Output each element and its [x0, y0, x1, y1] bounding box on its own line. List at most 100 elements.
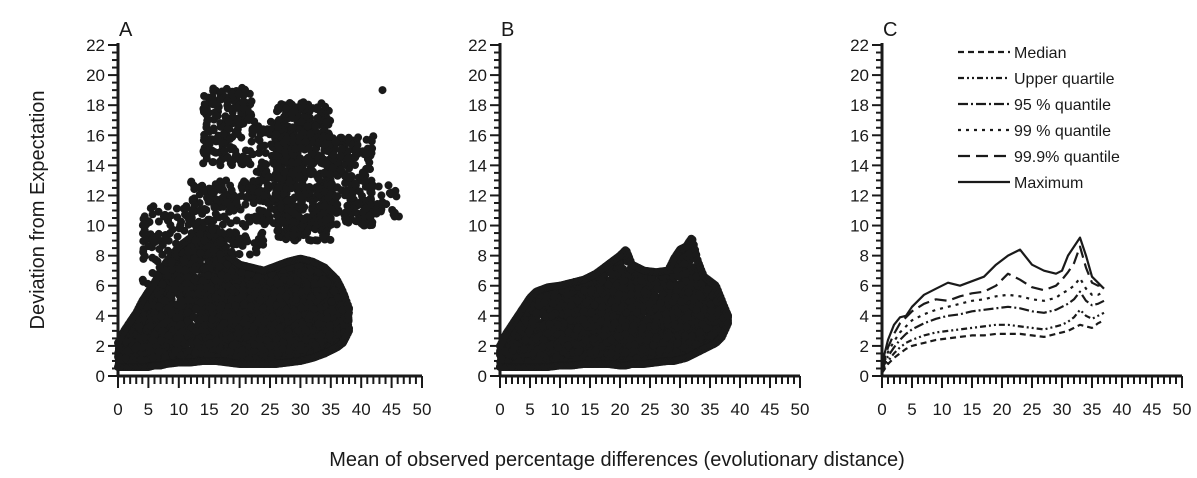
scatter-point	[224, 117, 233, 126]
scatter-point	[258, 326, 267, 335]
scatter-point	[282, 306, 291, 315]
scatter-point	[226, 135, 234, 143]
scatter-point	[325, 330, 334, 339]
scatter-point	[226, 229, 235, 238]
scatter-point	[257, 232, 266, 241]
scatter-point	[247, 97, 256, 106]
scatter-point	[164, 331, 173, 340]
y-axis-label: Deviation from Expectation	[27, 90, 49, 329]
scatter-point	[204, 197, 213, 206]
scatter-point	[242, 193, 251, 202]
scatter-point	[256, 342, 265, 351]
scatter-point	[211, 293, 220, 302]
scatter-point	[266, 277, 275, 286]
scatter-point	[157, 312, 166, 321]
scatter-point	[203, 271, 212, 280]
scatter-point	[158, 327, 167, 335]
scatter-point	[229, 206, 238, 215]
scatter-point	[226, 219, 235, 228]
scatter-point	[316, 331, 325, 340]
scatter-point	[273, 349, 282, 358]
scatter-point	[258, 304, 267, 313]
scatter-point	[226, 143, 235, 151]
scatter-point	[148, 336, 157, 345]
scatter-point	[209, 84, 218, 93]
scatter-point	[134, 322, 143, 331]
scatter-point	[209, 246, 218, 254]
scatter-point	[243, 237, 252, 246]
scatter-point	[200, 100, 209, 109]
scatter-point	[268, 312, 277, 321]
scatter-point	[184, 295, 193, 304]
scatter-point	[293, 276, 302, 285]
scatter-point	[228, 286, 237, 294]
scatter-points	[114, 83, 403, 371]
scatter-point	[286, 277, 295, 286]
scatter-point	[238, 350, 246, 359]
scatter-point	[199, 159, 208, 168]
scatter-point	[216, 304, 225, 313]
scatter-point	[320, 286, 329, 295]
scatter-point	[223, 272, 232, 281]
scatter-point	[205, 127, 214, 136]
scatter-point	[219, 319, 228, 328]
scatter-point	[234, 89, 243, 98]
scatter-point	[207, 285, 216, 294]
scatter-point	[223, 198, 231, 207]
scatter-point	[220, 349, 229, 358]
scatter-point	[123, 346, 132, 355]
scatter-point	[205, 138, 214, 147]
scatter-point	[241, 222, 250, 231]
scatter-point	[235, 250, 244, 259]
scatter-point	[158, 280, 167, 289]
scatter-point	[217, 288, 226, 296]
scatter-point	[257, 239, 266, 248]
scatter-point	[325, 321, 334, 330]
scatter-point	[193, 338, 202, 347]
scatter-point	[191, 349, 200, 357]
scatter-point	[196, 283, 205, 292]
scatter-point	[187, 177, 196, 186]
scatter-point	[286, 336, 295, 345]
scatter-point	[273, 279, 282, 288]
scatter-point	[121, 354, 130, 363]
scatter-point	[191, 236, 200, 245]
scatter-point	[208, 92, 217, 101]
scatter-point	[233, 125, 242, 134]
scatter-point	[234, 294, 243, 303]
scatter-point	[133, 342, 142, 351]
scatter-point	[242, 332, 251, 341]
scatter-point	[241, 146, 250, 155]
scatter-point	[316, 279, 325, 288]
scatter-point	[212, 111, 221, 120]
scatter-point	[306, 311, 315, 320]
scatter-point	[301, 325, 310, 334]
scatter-point	[275, 323, 284, 332]
scatter-point	[164, 304, 173, 313]
scatter-point	[314, 319, 323, 328]
scatter-point	[239, 318, 248, 327]
scatter-point	[195, 316, 204, 324]
scatter-point	[266, 341, 275, 350]
scatter-point	[160, 296, 169, 305]
scatter-point	[233, 115, 242, 124]
scatter-point	[345, 326, 353, 335]
scatter-point	[240, 177, 248, 186]
scatter-point	[344, 311, 353, 320]
scatter-point	[268, 326, 277, 335]
scatter-point	[200, 107, 209, 115]
scatter-point	[237, 133, 246, 142]
scatter-point	[246, 302, 255, 311]
scatter-point	[291, 284, 300, 293]
scatter-point	[219, 129, 228, 138]
scatter-point	[230, 154, 239, 163]
scatter-point	[251, 289, 259, 298]
scatter-point	[252, 248, 261, 257]
scatter-point	[210, 147, 219, 156]
scatter-point	[240, 300, 248, 309]
scatter-point	[135, 334, 144, 343]
scatter-point	[149, 353, 157, 362]
scatter-point	[196, 249, 205, 258]
scatter-point	[207, 304, 216, 312]
